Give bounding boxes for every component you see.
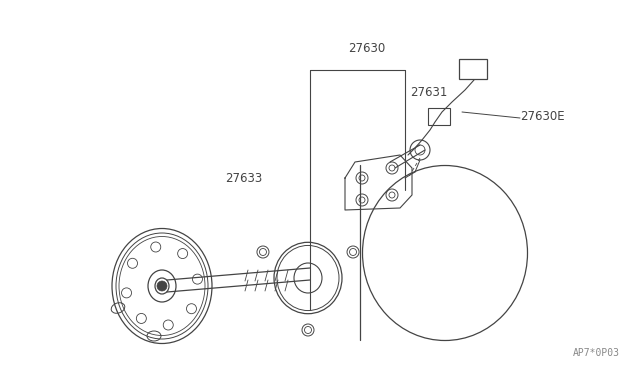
Text: 27631: 27631 (410, 86, 447, 99)
Text: 27630E: 27630E (520, 109, 564, 122)
Text: 27630: 27630 (348, 42, 385, 55)
Text: 27633: 27633 (225, 171, 262, 185)
Circle shape (157, 281, 167, 291)
Text: AP7*0P03: AP7*0P03 (573, 348, 620, 358)
